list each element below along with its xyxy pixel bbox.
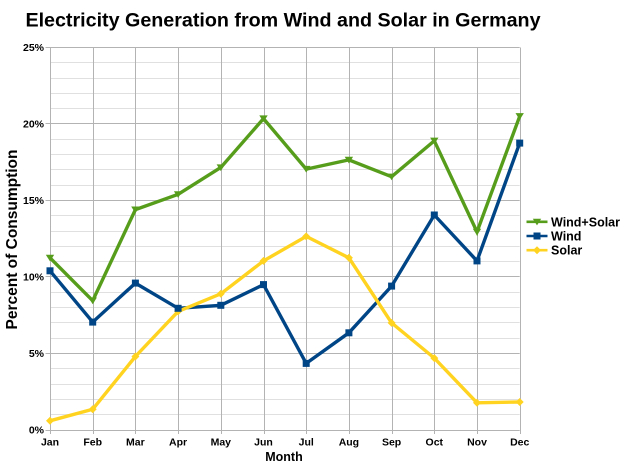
svg-text:Wind: Wind <box>551 230 581 244</box>
svg-text:Apr: Apr <box>169 437 187 449</box>
svg-text:Dec: Dec <box>510 437 529 449</box>
svg-text:Feb: Feb <box>83 437 102 449</box>
svg-text:Solar: Solar <box>551 244 582 258</box>
svg-text:15%: 15% <box>23 195 45 207</box>
svg-text:25%: 25% <box>23 42 45 54</box>
svg-text:10%: 10% <box>23 272 45 284</box>
svg-text:Wind+Solar: Wind+Solar <box>551 215 620 229</box>
svg-text:May: May <box>211 437 232 449</box>
svg-text:Nov: Nov <box>467 437 487 449</box>
svg-text:Sep: Sep <box>382 437 401 449</box>
svg-text:Percent of Consumption: Percent of Consumption <box>4 150 21 330</box>
svg-text:Jun: Jun <box>254 437 273 449</box>
svg-text:Jul: Jul <box>299 437 314 449</box>
svg-text:0%: 0% <box>29 425 45 437</box>
svg-text:5%: 5% <box>29 348 45 360</box>
svg-text:20%: 20% <box>23 119 45 131</box>
svg-text:Electricity Generation from Wi: Electricity Generation from Wind and Sol… <box>25 10 540 32</box>
svg-text:Mar: Mar <box>126 437 145 449</box>
svg-text:Jan: Jan <box>41 437 59 449</box>
svg-text:Aug: Aug <box>339 437 359 449</box>
svg-text:Oct: Oct <box>426 437 444 449</box>
svg-text:Month: Month <box>265 450 302 464</box>
